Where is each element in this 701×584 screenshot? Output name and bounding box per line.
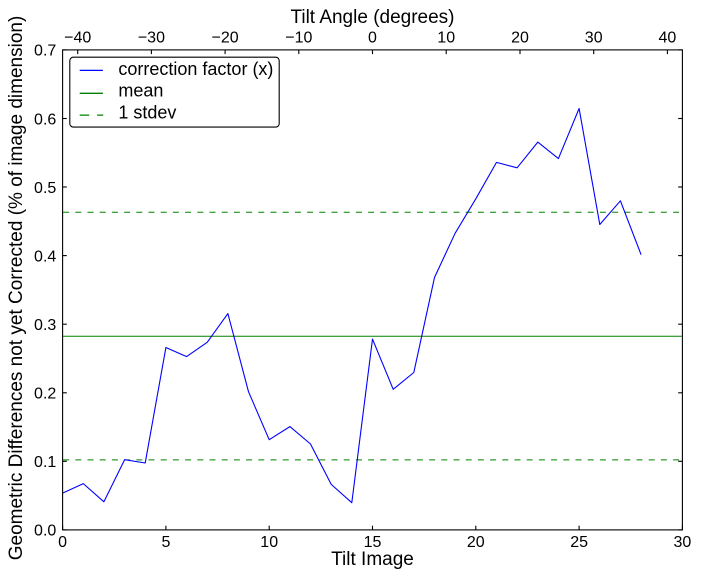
svg-text:40: 40 xyxy=(659,30,677,47)
svg-text:20: 20 xyxy=(467,534,485,551)
svg-text:0.7: 0.7 xyxy=(34,43,56,60)
svg-text:−30: −30 xyxy=(138,30,165,47)
svg-text:mean: mean xyxy=(118,80,163,100)
svg-text:−20: −20 xyxy=(212,30,239,47)
svg-text:25: 25 xyxy=(570,534,588,551)
svg-text:Tilt Angle (degrees): Tilt Angle (degrees) xyxy=(290,7,454,28)
svg-text:0.0: 0.0 xyxy=(34,523,56,540)
svg-text:10: 10 xyxy=(260,534,278,551)
svg-text:0.2: 0.2 xyxy=(34,386,56,403)
svg-text:5: 5 xyxy=(161,534,170,551)
svg-text:0: 0 xyxy=(58,534,67,551)
svg-text:0: 0 xyxy=(368,30,377,47)
svg-text:0.4: 0.4 xyxy=(34,248,56,265)
svg-text:0.6: 0.6 xyxy=(34,111,56,128)
svg-text:20: 20 xyxy=(511,30,529,47)
svg-text:1 stdev: 1 stdev xyxy=(118,103,176,123)
svg-text:−40: −40 xyxy=(64,30,91,47)
svg-text:Tilt Image: Tilt Image xyxy=(331,549,414,570)
svg-text:0.5: 0.5 xyxy=(34,180,56,197)
svg-text:15: 15 xyxy=(364,534,382,551)
svg-text:10: 10 xyxy=(437,30,455,47)
svg-text:correction factor (x): correction factor (x) xyxy=(118,59,273,79)
svg-text:−10: −10 xyxy=(285,30,312,47)
svg-text:30: 30 xyxy=(585,30,603,47)
svg-text:0.1: 0.1 xyxy=(34,454,56,471)
svg-text:30: 30 xyxy=(674,534,692,551)
svg-text:0.3: 0.3 xyxy=(34,317,56,334)
svg-text:Geometric Differences not yet: Geometric Differences not yet Corrected … xyxy=(6,16,27,561)
